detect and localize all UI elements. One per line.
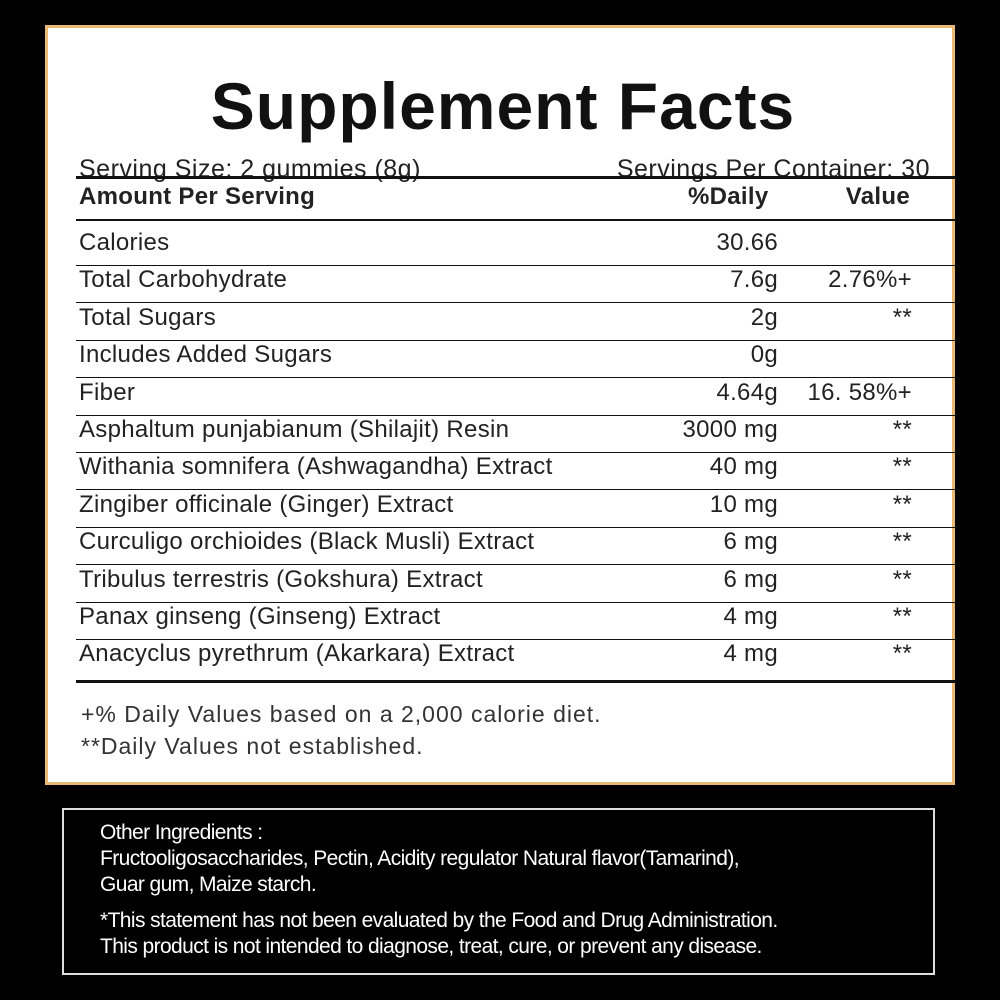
amount: 2g	[750, 303, 778, 331]
column-header: Amount Per Serving	[79, 183, 316, 210]
nutrient-name: Zingiber officinale (Ginger) Extract	[79, 490, 454, 518]
daily-value: **	[892, 490, 912, 518]
daily-value: **	[892, 453, 912, 481]
amount: 10 mg	[709, 490, 778, 518]
ingredients-box: Other Ingredients : Fructooligosaccharide…	[62, 808, 935, 975]
disclaimer: *This statement has not been evaluated b…	[100, 909, 778, 932]
nutrient-name: Curculigo orchioides (Black Musli) Extra…	[79, 528, 535, 556]
nutrient-name: Tribulus terrestris (Gokshura) Extract	[79, 565, 483, 593]
amount: 4 mg	[723, 603, 778, 630]
nutrient-name: Withania somnifera (Ashwagandha) Extract	[79, 453, 553, 481]
amount: 0g	[750, 341, 778, 369]
rule	[76, 219, 956, 221]
nutrient-name: Calories	[79, 229, 170, 256]
footnote: +% Daily Values based on a 2,000 calorie…	[81, 701, 602, 727]
daily-value: 16. 58%+	[807, 378, 912, 406]
nutrient-name: Panax ginseng (Ginseng) Extract	[79, 603, 441, 630]
daily-value: **	[892, 528, 912, 556]
amount: 3000 mg	[682, 416, 778, 443]
servings-per-container: Servings Per Container: 30	[616, 155, 930, 183]
rule	[76, 176, 956, 179]
rule	[76, 526, 956, 528]
amount: 6 mg	[723, 565, 778, 593]
ingredients-text: Fructooligosaccharides, Pectin, Acidity …	[100, 847, 740, 870]
nutrient-name: Fiber	[79, 378, 136, 406]
rule	[76, 452, 956, 453]
nutrient-name: Total Sugars	[79, 303, 217, 331]
nutrient-name: Total Carbohydrate	[79, 266, 288, 294]
daily-value: 2.76%+	[828, 266, 912, 294]
column-header: Value	[845, 183, 910, 210]
ingredients-label: Other Ingredients :	[100, 821, 263, 844]
footnote: **Daily Values not established.	[81, 733, 424, 759]
rule	[76, 601, 956, 603]
daily-value: **	[892, 303, 912, 331]
title: Supplement Facts	[210, 69, 796, 143]
nutrient-name: Asphaltum punjabianum (Shilajit) Resin	[79, 416, 510, 443]
nutrient-name: Includes Added Sugars	[79, 341, 333, 369]
rule	[76, 564, 956, 566]
amount: 40 mg	[709, 453, 778, 481]
amount: 30.66	[716, 229, 778, 256]
rule	[76, 302, 956, 304]
amount: 6 mg	[723, 528, 778, 556]
daily-value: **	[892, 640, 912, 668]
facts-panel: Supplement Facts Serving Size: 2 gummies…	[45, 25, 956, 785]
rule	[76, 339, 956, 341]
daily-value: **	[892, 416, 912, 443]
daily-value: **	[892, 565, 912, 593]
rule	[76, 489, 956, 491]
rule	[76, 639, 956, 640]
daily-value: **	[892, 603, 912, 630]
rule	[76, 265, 956, 266]
ingredients-text: Guar gum, Maize starch.	[100, 873, 317, 896]
serving-size: Serving Size: 2 gummies (8g)	[79, 155, 421, 183]
amount: 7.6g	[730, 266, 778, 294]
column-header: %Daily	[688, 183, 769, 210]
rule	[76, 414, 956, 416]
nutrient-name: Anacyclus pyrethrum (Akarkara) Extract	[79, 640, 515, 668]
amount: 4.64g	[716, 378, 778, 406]
amount: 4 mg	[723, 640, 778, 668]
disclaimer: This product is not intended to diagnose…	[100, 935, 762, 958]
rule	[76, 679, 956, 683]
rule	[76, 377, 956, 379]
